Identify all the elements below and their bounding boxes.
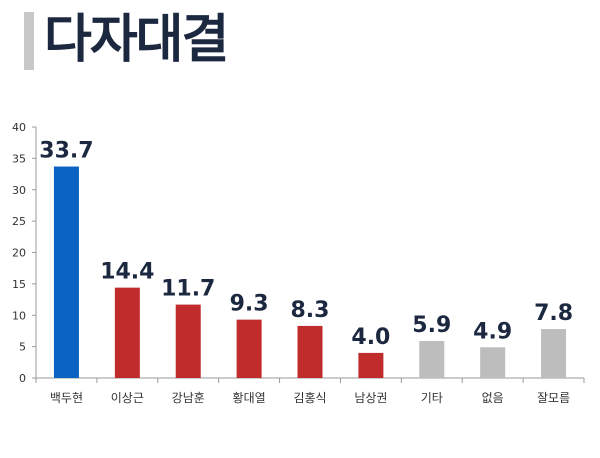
title-accent-bar <box>24 12 34 70</box>
y-tick-label: 15 <box>12 278 26 291</box>
chart-bars <box>53 166 567 378</box>
data-label: 4.0 <box>351 325 390 350</box>
data-label: 33.7 <box>39 139 93 164</box>
x-tick-label: 기타 <box>421 391 443 405</box>
x-tick-label: 김홍식 <box>293 391 326 405</box>
bar-백두현 <box>53 166 79 378</box>
bar-이상근 <box>114 287 140 378</box>
y-tick-label: 10 <box>12 309 26 322</box>
bar-남상권 <box>358 352 384 378</box>
x-tick-label: 없음 <box>482 391 504 405</box>
data-label: 8.3 <box>291 298 330 323</box>
data-label: 4.9 <box>473 319 512 344</box>
x-tick-label: 백두현 <box>50 391 83 405</box>
bar-없음 <box>480 347 506 378</box>
bar-강남훈 <box>175 304 201 378</box>
page-title: 다자대결 <box>44 10 229 70</box>
data-label: 14.4 <box>100 260 154 285</box>
x-tick-label: 황대열 <box>233 391 266 405</box>
y-tick-label: 0 <box>19 372 26 385</box>
data-label: 11.7 <box>161 277 215 302</box>
y-tick-label: 25 <box>12 215 26 228</box>
data-label: 9.3 <box>230 292 269 317</box>
x-tick-label: 강남훈 <box>172 391 205 405</box>
y-tick-label: 30 <box>12 184 26 197</box>
bar-기타 <box>419 340 445 378</box>
y-tick-label: 35 <box>12 152 26 165</box>
x-tick-label: 잘모름 <box>537 391 570 405</box>
bar-김홍식 <box>297 325 323 378</box>
y-tick-label: 40 <box>12 121 26 134</box>
bar-잘모름 <box>541 329 567 378</box>
data-label: 7.8 <box>534 301 573 326</box>
x-tick-label: 이상근 <box>111 391 144 405</box>
bar-황대열 <box>236 319 262 378</box>
data-label: 5.9 <box>412 313 451 338</box>
y-tick-label: 20 <box>12 247 26 260</box>
x-tick-label: 남상권 <box>354 391 387 405</box>
y-tick-label: 5 <box>19 341 26 354</box>
chart-labels: 33.7 백두현 14.4 이상근 11.7 강남훈 9.3 황대열 8.3 김홍식 4.0 남상권 5… <box>39 139 573 405</box>
